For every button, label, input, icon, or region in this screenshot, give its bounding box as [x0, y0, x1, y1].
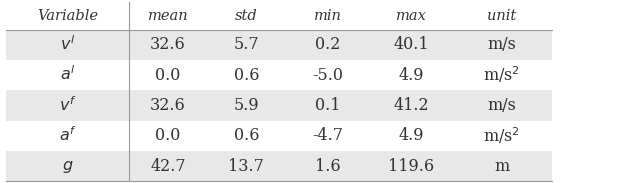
- Text: unit: unit: [487, 9, 516, 23]
- Text: 5.7: 5.7: [234, 36, 259, 53]
- Text: std: std: [235, 9, 258, 23]
- Text: $a^l$: $a^l$: [60, 66, 76, 84]
- Text: 0.2: 0.2: [315, 36, 340, 53]
- Text: m/s: m/s: [488, 97, 516, 114]
- Text: 0.0: 0.0: [156, 67, 180, 84]
- Text: 119.6: 119.6: [388, 158, 434, 175]
- Text: mean: mean: [148, 9, 188, 23]
- Text: m/s: m/s: [488, 36, 516, 53]
- Text: min: min: [314, 9, 342, 23]
- Text: $g$: $g$: [62, 158, 74, 175]
- Text: m/s$^2$: m/s$^2$: [483, 125, 520, 146]
- Text: 13.7: 13.7: [228, 158, 264, 175]
- Text: 5.9: 5.9: [234, 97, 259, 114]
- Text: $v^f$: $v^f$: [59, 96, 76, 115]
- Text: 41.2: 41.2: [393, 97, 429, 114]
- Text: -5.0: -5.0: [312, 67, 343, 84]
- Text: -4.7: -4.7: [312, 127, 343, 144]
- Text: 32.6: 32.6: [150, 97, 186, 114]
- Text: 0.0: 0.0: [156, 127, 180, 144]
- Text: m/s$^2$: m/s$^2$: [483, 65, 520, 85]
- Text: m: m: [494, 158, 509, 175]
- Text: 1.6: 1.6: [315, 158, 340, 175]
- Text: 4.9: 4.9: [398, 127, 424, 144]
- Text: 0.1: 0.1: [315, 97, 340, 114]
- Text: 40.1: 40.1: [393, 36, 429, 53]
- Text: 42.7: 42.7: [150, 158, 186, 175]
- Text: 0.6: 0.6: [234, 67, 259, 84]
- Text: $v^l$: $v^l$: [60, 36, 75, 54]
- Text: 0.6: 0.6: [234, 127, 259, 144]
- Text: Variable: Variable: [37, 9, 98, 23]
- Text: max: max: [396, 9, 426, 23]
- Text: 4.9: 4.9: [398, 67, 424, 84]
- Text: 32.6: 32.6: [150, 36, 186, 53]
- Text: $a^f$: $a^f$: [59, 126, 76, 145]
